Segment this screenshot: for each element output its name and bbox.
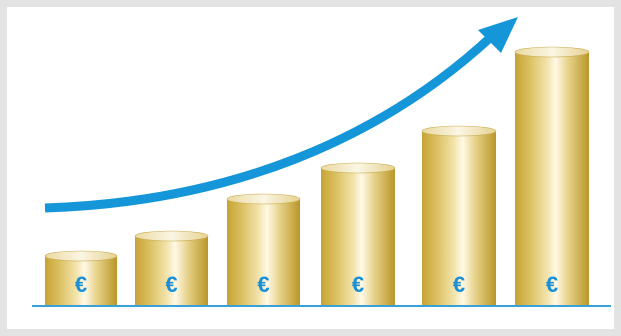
coin-stack-3: € [227, 194, 300, 306]
coin-stack-2: € [135, 231, 208, 306]
euro-symbol: € [546, 272, 558, 297]
euro-symbol: € [453, 272, 465, 297]
coin-stack-body [515, 52, 589, 306]
coin-stack-top [45, 251, 117, 261]
coin-stack-5: € [422, 126, 496, 306]
coin-stack-top [321, 163, 395, 173]
coin-stack-top [515, 47, 589, 57]
coin-stack-top [227, 194, 300, 204]
coin-stack-top [135, 231, 208, 241]
euro-symbol: € [165, 272, 177, 297]
euro-symbol: € [75, 272, 87, 297]
coin-stack-6: € [515, 47, 589, 306]
coin-stack-top [422, 126, 496, 136]
euro-symbol: € [257, 272, 269, 297]
euro-symbol: € [352, 272, 364, 297]
coin-stacks: € € € € € € [45, 47, 589, 306]
coin-stack-1: € [45, 251, 117, 306]
coin-stack-4: € [321, 163, 395, 306]
